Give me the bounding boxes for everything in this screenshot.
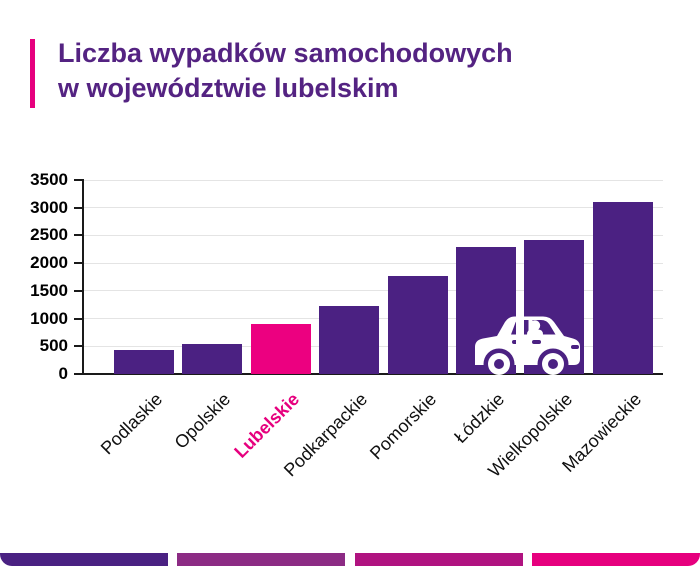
footer-stripe-3 [354,553,523,566]
x-axis-line [82,373,663,375]
y-axis-tick-1500 [74,289,84,292]
gridline-3000 [84,207,663,209]
footer-stripe-2 [177,553,346,566]
y-axis-tick-500 [74,345,84,348]
y-axis-tick-3000 [74,206,84,209]
y-axis-tick-2000 [74,262,84,265]
y-tick-label-3500: 3500 [30,170,68,189]
y-tick-label-2500: 2500 [30,225,68,245]
gridline-1500 [84,290,663,292]
title-line-1: Liczba wypadków samochodowych [58,38,513,68]
x-tick-label-podlaskie: Podlaskie [96,389,167,459]
y-axis-line [82,179,84,375]
gridline-3500 [84,179,663,181]
y-axis-tick-0 [74,373,84,375]
bar-podlaskie [114,350,174,374]
y-tick-label-1000: 1000 [30,308,68,328]
page-title: Liczba wypadków samochodowych w województ… [58,36,513,106]
y-tick-label-3000: 3000 [30,197,68,217]
x-tick-label-pomorskie: Pomorskie [365,389,440,464]
x-tick-label-łódzkie: Łódzkie [450,389,509,448]
bar-opolskie [182,344,243,374]
bar-lubelskie [250,324,311,374]
footer-stripe-1 [0,553,168,566]
y-axis-tick-1000 [74,317,84,320]
y-tick-label-500: 500 [39,336,68,356]
bar-podkarpackie [319,305,380,374]
footer-stripe-4 [532,553,700,566]
y-axis-tick-3500 [74,179,84,181]
x-tick-label-opolskie: Opolskie [170,389,235,453]
gridline-2000 [84,262,663,264]
title-line-2: w województwie lubelskim [58,73,399,103]
bar-mazowieckie [592,202,653,374]
y-tick-label-0: 0 [58,364,68,383]
car-icon [469,312,583,376]
bar-pomorskie [387,276,448,374]
y-axis-tick-2500 [74,234,84,237]
gridline-2500 [84,234,663,236]
y-tick-label-2000: 2000 [30,253,68,273]
y-tick-label-1500: 1500 [30,280,68,300]
title-accent-bar [30,39,35,108]
